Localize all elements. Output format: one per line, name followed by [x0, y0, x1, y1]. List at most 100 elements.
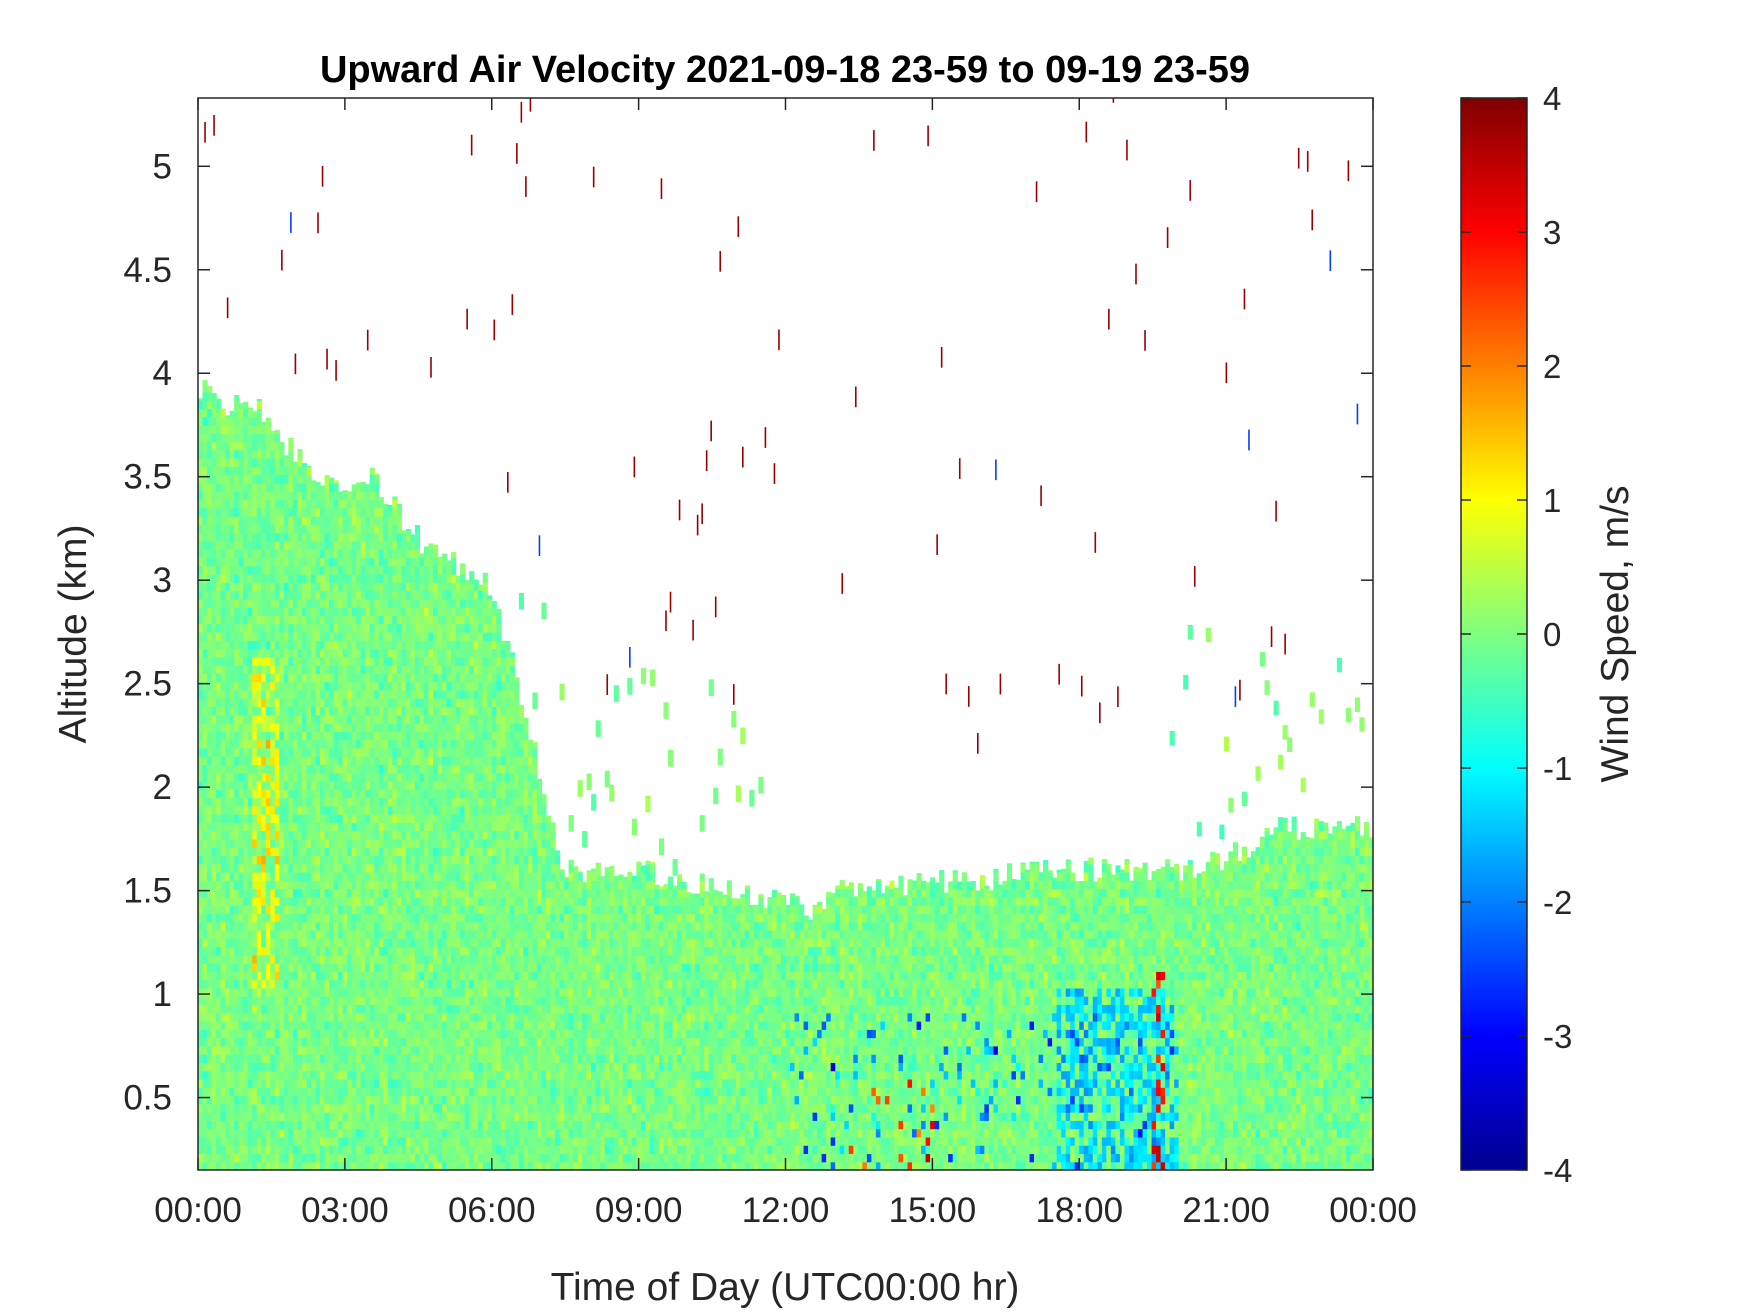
heatmap-cell: [360, 499, 366, 509]
heatmap-cell: [243, 590, 249, 600]
heatmap-cell: [405, 971, 411, 981]
heatmap-cell: [292, 665, 299, 674]
heatmap-cell: [265, 573, 271, 583]
heatmap-cell: [301, 896, 308, 906]
heatmap-cell: [378, 640, 384, 650]
heatmap-cell: [274, 822, 280, 832]
heatmap-cell: [270, 830, 276, 840]
heatmap-cell: [274, 863, 280, 873]
heatmap-cell: [274, 1062, 280, 1072]
heatmap-cell: [442, 772, 448, 782]
heatmap-cell: [356, 549, 362, 559]
heatmap-cell: [288, 921, 294, 931]
heatmap-cell: [392, 830, 398, 840]
heatmap-cell: [198, 1161, 204, 1170]
heatmap-cell: [405, 565, 411, 575]
heatmap-cell: [392, 540, 398, 550]
heatmap-cell: [360, 938, 366, 948]
heatmap-cell: [274, 1078, 280, 1088]
heatmap-cell: [419, 847, 425, 857]
heatmap-cell: [360, 979, 366, 989]
heatmap-cell: [419, 656, 425, 666]
heatmap-cell: [396, 656, 402, 666]
heatmap-cell: [347, 764, 353, 774]
heatmap-cell: [211, 640, 217, 650]
heatmap-cell: [229, 689, 235, 699]
heatmap-cell: [256, 855, 262, 865]
heatmap-cell: [396, 540, 402, 550]
heatmap-cell: [342, 573, 348, 583]
heatmap-cell: [360, 1062, 366, 1072]
heatmap-cell: [333, 1037, 339, 1047]
heatmap-cell: [369, 954, 375, 964]
heatmap-cell: [301, 756, 308, 765]
heatmap-cell: [405, 623, 411, 633]
heatmap-cell: [315, 1037, 321, 1047]
heatmap-cell: [374, 532, 380, 542]
heatmap-cell: [252, 938, 258, 948]
heatmap-cell: [419, 1078, 425, 1088]
heatmap-cell: [220, 565, 226, 575]
heatmap-cell: [220, 532, 226, 542]
heatmap-cell: [202, 524, 208, 534]
heatmap-cell: [229, 706, 235, 716]
heatmap-cell: [234, 1004, 240, 1014]
heatmap-cell: [229, 1012, 235, 1022]
heatmap-cell: [270, 714, 276, 724]
heatmap-cell: [365, 780, 371, 790]
heatmap-cell: [338, 631, 344, 641]
heatmap-cell: [356, 665, 362, 674]
heatmap-cell: [396, 1128, 402, 1138]
heatmap-cell: [383, 797, 389, 807]
heatmap-cell: [198, 507, 204, 517]
heatmap-cell: [419, 1161, 425, 1170]
heatmap-cell: [279, 805, 285, 815]
heatmap-cell: [433, 863, 439, 873]
heatmap-cell: [234, 1021, 240, 1030]
heatmap-cell: [401, 631, 407, 641]
heatmap-cell: [252, 557, 258, 567]
heatmap-cell: [338, 1095, 344, 1105]
heatmap-cell: [301, 805, 308, 815]
heatmap-cell: [216, 1012, 222, 1022]
heatmap-cell: [360, 615, 366, 625]
heatmap-cell: [324, 474, 330, 484]
heatmap-cell: [356, 929, 362, 939]
heatmap-cell: [198, 424, 204, 434]
heatmap-cell: [301, 888, 308, 898]
heatmap-cell: [442, 590, 448, 600]
heatmap-cell: [392, 756, 398, 765]
heatmap-cell: [383, 814, 389, 823]
heatmap-cell: [198, 615, 204, 625]
heatmap-cell: [247, 540, 253, 550]
heatmap-cell: [301, 905, 308, 914]
heatmap-cell: [261, 1120, 267, 1130]
heatmap-cell: [392, 1004, 398, 1014]
heatmap-cell: [216, 532, 222, 542]
heatmap-cell: [261, 996, 267, 1006]
heatmap-cell: [392, 847, 398, 857]
heatmap-cell: [256, 1054, 262, 1063]
heatmap-cell: [437, 1087, 443, 1097]
heatmap-cell: [261, 549, 267, 559]
heatmap-cell: [261, 913, 267, 923]
heatmap-cell: [247, 590, 253, 600]
heatmap-cell: [301, 780, 308, 790]
heatmap-cell: [288, 1037, 294, 1047]
heatmap-cell: [333, 1128, 339, 1138]
heatmap-cell: [369, 963, 375, 972]
heatmap-cell: [451, 656, 457, 666]
heatmap-cell: [247, 466, 253, 476]
heatmap-cell: [333, 971, 339, 981]
heatmap-cell: [430, 356, 432, 378]
heatmap-cell: [234, 1136, 240, 1146]
heatmap-cell: [297, 689, 303, 699]
heatmap-cell: [401, 681, 407, 691]
heatmap-cell: [229, 433, 235, 443]
heatmap-cell: [329, 822, 335, 832]
heatmap-cell: [274, 963, 280, 972]
heatmap-cell: [301, 1128, 308, 1138]
heatmap-cell: [198, 441, 204, 451]
heatmap-cell: [374, 871, 380, 881]
heatmap-cell: [338, 954, 344, 964]
